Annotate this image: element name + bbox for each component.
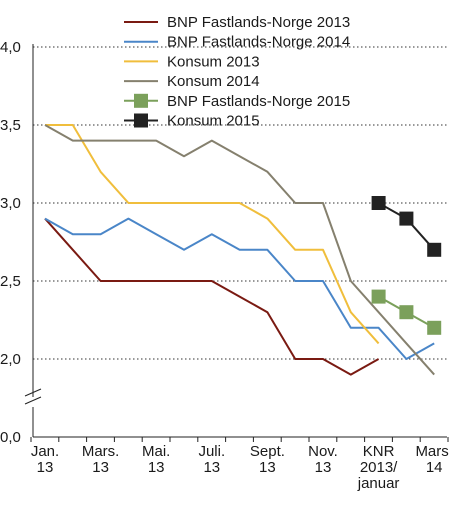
y-tick-label: 3,5 bbox=[0, 117, 21, 134]
x-tick-label: Juli. 13 bbox=[198, 443, 225, 476]
legend-entry-konsum-2013: Konsum 2013 bbox=[124, 53, 260, 70]
series-line-konsum-2015 bbox=[378, 202, 435, 251]
data-point-bnp-fastlands-norge-2015 bbox=[399, 305, 414, 320]
series-lines bbox=[44, 124, 435, 376]
legend-marker bbox=[134, 93, 148, 108]
legend-label: BNP Fastlands-Norge 2014 bbox=[167, 34, 350, 51]
data-point-bnp-fastlands-norge-2015 bbox=[427, 320, 442, 335]
legend-entry-bnp-fastlands-norge-2015: BNP Fastlands-Norge 2015 bbox=[124, 93, 350, 110]
series-line-bnp-fastlands-norge-2013 bbox=[44, 217, 380, 376]
data-point-konsum-2015 bbox=[371, 196, 386, 210]
legend-label: BNP Fastlands-Norge 2013 bbox=[167, 14, 350, 31]
data-point-konsum-2015 bbox=[399, 211, 414, 226]
y-tick-label: 3,0 bbox=[0, 195, 21, 212]
axes bbox=[24, 44, 449, 442]
series-line-konsum-2014 bbox=[44, 124, 435, 376]
legend-entry-bnp-fastlands-norge-2014: BNP Fastlands-Norge 2014 bbox=[124, 34, 350, 51]
axis-break-mark bbox=[24, 388, 42, 397]
legend-entry-konsum-2014: Konsum 2014 bbox=[124, 73, 260, 90]
axis-break-mark bbox=[24, 396, 42, 405]
y-tick-label: 2,5 bbox=[0, 273, 21, 290]
legend-entry-bnp-fastlands-norge-2013: BNP Fastlands-Norge 2013 bbox=[124, 14, 350, 31]
x-tick-label: Jan. 13 bbox=[31, 443, 59, 476]
legend-entry-konsum-2015: Konsum 2015 bbox=[124, 113, 260, 130]
x-tick-label: Nov. 13 bbox=[308, 443, 338, 476]
y-tick-label: 4,0 bbox=[0, 39, 21, 56]
series-line-bnp-fastlands-norge-2014 bbox=[44, 217, 435, 360]
y-tick-labels: 0,0 2,0 2,5 3,0 3,5 4,0 bbox=[0, 39, 21, 446]
legend-label: BNP Fastlands-Norge 2015 bbox=[167, 93, 350, 110]
data-point-bnp-fastlands-norge-2015 bbox=[371, 289, 386, 304]
x-tick-label: KNR 2013/januar bbox=[357, 443, 400, 492]
legend-label: Konsum 2014 bbox=[167, 73, 260, 90]
series-line-konsum-2013 bbox=[45, 124, 380, 345]
legend-label: Konsum 2015 bbox=[167, 113, 260, 130]
legend-label: Konsum 2013 bbox=[167, 53, 260, 70]
legend-marker bbox=[134, 113, 148, 128]
data-point-konsum-2015 bbox=[427, 242, 442, 257]
y-tick-label: 2,0 bbox=[0, 351, 21, 368]
x-tick-labels: Jan. 13 Mars. 13 Mai. 13 Juli. 13 Sept. 13 Nov. 13 K… bbox=[31, 443, 450, 492]
series-markers bbox=[371, 196, 442, 335]
x-tick-label: Mars. 13 bbox=[82, 443, 120, 476]
y-tick-label: 0,0 bbox=[0, 429, 21, 446]
legend: BNP Fastlands-Norge 2013 BNP Fastlands-No… bbox=[124, 14, 350, 130]
x-tick-label: Mai. 13 bbox=[142, 443, 170, 476]
x-tick-label: Sept. 13 bbox=[250, 443, 285, 476]
x-tick-label: Mars. 14 bbox=[415, 443, 450, 476]
